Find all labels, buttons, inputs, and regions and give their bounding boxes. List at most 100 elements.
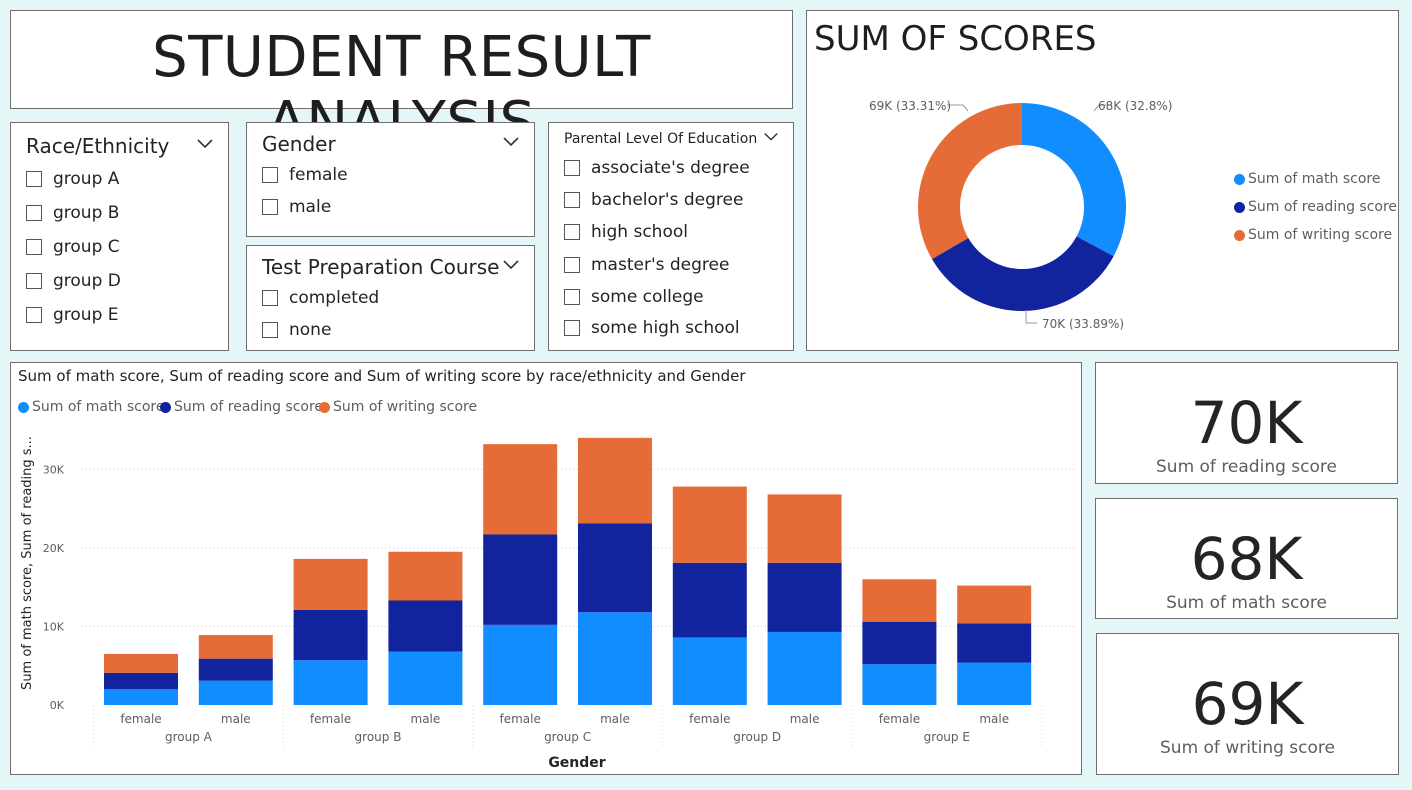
bar-legend-reading[interactable]: Sum of reading score (160, 399, 323, 415)
parent-option-some-college[interactable]: some college (564, 287, 704, 307)
bar-segment-writing[interactable] (767, 494, 842, 563)
parent-option-some-high-school[interactable]: some high school (564, 318, 740, 338)
checkbox[interactable] (262, 167, 278, 183)
legend-label: Sum of math score (1248, 171, 1381, 187)
bar-segment-reading[interactable] (672, 562, 747, 638)
prep-option-none[interactable]: none (262, 320, 331, 340)
legend-dot (319, 401, 330, 413)
donut-legend-reading[interactable]: Sum of reading score (1234, 199, 1397, 215)
x-tick-label: male (221, 712, 251, 726)
parent-option-bachelors[interactable]: bachelor's degree (564, 190, 743, 210)
kpi-value: 68K (1190, 525, 1303, 593)
bar-segment-math[interactable] (388, 651, 463, 705)
donut-slice-1[interactable] (1022, 103, 1126, 257)
legend-dot (1234, 229, 1245, 241)
checkbox[interactable] (26, 171, 42, 187)
option-label: group C (53, 237, 120, 257)
checkbox[interactable] (26, 273, 42, 289)
parent-option-masters[interactable]: master's degree (564, 255, 729, 275)
bar-chart-title: Sum of math score, Sum of reading score … (18, 367, 746, 385)
option-label: group A (53, 169, 120, 189)
bar-segment-math[interactable] (578, 612, 652, 705)
bar-chart-panel: Sum of math score, Sum of reading score … (10, 362, 1082, 775)
bar-segment-reading[interactable] (483, 534, 558, 625)
bar-segment-math[interactable] (862, 664, 937, 705)
checkbox[interactable] (26, 239, 42, 255)
bar-segment-math[interactable] (767, 631, 842, 705)
race-option-group-b[interactable]: group B (26, 203, 119, 223)
bar-segment-writing[interactable] (104, 653, 178, 673)
checkbox[interactable] (262, 322, 278, 338)
bar-segment-reading[interactable] (293, 609, 368, 661)
legend-label: Sum of writing score (1248, 227, 1393, 243)
bar-segment-math[interactable] (957, 662, 1032, 705)
bar-segment-reading[interactable] (862, 621, 937, 665)
gender-option-female[interactable]: female (262, 165, 348, 185)
bar-segment-reading[interactable] (104, 672, 178, 690)
checkbox[interactable] (564, 320, 580, 336)
bar-segment-writing[interactable] (388, 551, 463, 601)
donut-legend-writing[interactable]: Sum of writing score (1234, 227, 1392, 243)
chevron-down-icon[interactable] (763, 129, 779, 145)
chevron-down-icon[interactable] (196, 135, 214, 153)
chevron-down-icon[interactable] (502, 256, 520, 274)
bar-segment-reading[interactable] (957, 623, 1032, 663)
prep-option-completed[interactable]: completed (262, 288, 379, 308)
bar-segment-math[interactable] (104, 689, 178, 705)
bar-segment-math[interactable] (672, 637, 747, 705)
donut-label-math: 68K (32.8%) (1098, 99, 1172, 113)
legend-label: Sum of reading score (174, 399, 324, 415)
bar-segment-math[interactable] (293, 660, 368, 705)
bar-segment-writing[interactable] (198, 635, 273, 659)
group-label: group C (544, 730, 591, 744)
parent-option-associates[interactable]: associate's degree (564, 158, 750, 178)
x-tick-label: male (979, 712, 1009, 726)
chevron-down-icon[interactable] (502, 133, 520, 151)
bar-segment-writing[interactable] (957, 585, 1032, 624)
bar-segment-math[interactable] (198, 680, 273, 705)
x-tick-label: female (120, 712, 161, 726)
checkbox[interactable] (262, 199, 278, 215)
y-tick-label: 20K (43, 542, 65, 555)
race-option-group-d[interactable]: group D (26, 271, 121, 291)
kpi-value: 70K (1190, 389, 1303, 457)
leader-line (1025, 310, 1037, 324)
checkbox[interactable] (564, 257, 580, 273)
leader-line (1093, 104, 1112, 112)
checkbox[interactable] (26, 205, 42, 221)
bar-segment-reading[interactable] (198, 658, 273, 681)
donut-legend-math[interactable]: Sum of math score (1234, 171, 1380, 187)
donut-slice-2[interactable] (931, 236, 1114, 311)
x-tick-label: female (879, 712, 920, 726)
bar-segment-reading[interactable] (388, 600, 463, 652)
donut-slice-3[interactable] (918, 103, 1022, 259)
checkbox[interactable] (262, 290, 278, 306)
checkbox[interactable] (26, 307, 42, 323)
race-option-group-a[interactable]: group A (26, 169, 119, 189)
checkbox[interactable] (564, 289, 580, 305)
x-tick-label: male (411, 712, 441, 726)
kpi-card-math: 68K Sum of math score (1095, 498, 1398, 619)
checkbox[interactable] (564, 160, 580, 176)
bar-segment-writing[interactable] (672, 486, 747, 563)
bar-legend-writing[interactable]: Sum of writing score (319, 399, 477, 415)
kpi-card-writing: 69K Sum of writing score (1096, 633, 1399, 775)
bar-segment-writing[interactable] (293, 558, 368, 610)
bar-segment-math[interactable] (483, 624, 558, 705)
bar-legend-math[interactable]: Sum of math score (18, 399, 164, 415)
checkbox[interactable] (564, 192, 580, 208)
bar-segment-writing[interactable] (862, 579, 937, 622)
race-option-group-e[interactable]: group E (26, 305, 119, 325)
bar-segment-writing[interactable] (578, 437, 652, 524)
group-label: group B (355, 730, 402, 744)
gender-option-male[interactable]: male (262, 197, 331, 217)
option-label: master's degree (591, 255, 730, 275)
bar-segment-reading[interactable] (578, 523, 652, 613)
parent-option-high-school[interactable]: high school (564, 222, 688, 242)
legend-label: Sum of math score (32, 399, 165, 415)
kpi-label: Sum of math score (1166, 593, 1327, 613)
bar-segment-reading[interactable] (767, 562, 842, 632)
bar-segment-writing[interactable] (483, 444, 558, 535)
race-option-group-c[interactable]: group C (26, 237, 120, 257)
checkbox[interactable] (564, 224, 580, 240)
